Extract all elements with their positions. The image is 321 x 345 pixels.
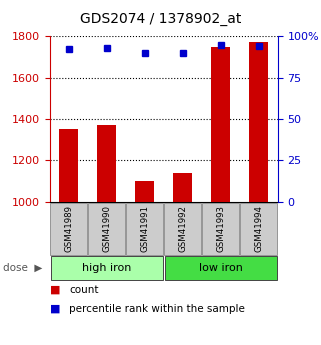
Bar [211,47,230,202]
Text: high iron: high iron [82,263,131,273]
Text: dose  ▶: dose ▶ [3,263,43,273]
Text: GDS2074 / 1378902_at: GDS2074 / 1378902_at [80,12,241,26]
Text: GSM41992: GSM41992 [178,205,187,252]
Text: GSM41990: GSM41990 [102,205,111,252]
Text: ■: ■ [50,285,60,295]
Bar [173,173,192,202]
Text: low iron: low iron [199,263,243,273]
Text: ■: ■ [50,304,60,314]
Text: GSM41989: GSM41989 [64,205,73,252]
Bar [59,129,78,202]
Text: count: count [69,285,99,295]
Text: percentile rank within the sample: percentile rank within the sample [69,304,245,314]
Text: GSM41993: GSM41993 [216,205,225,252]
Text: GSM41991: GSM41991 [140,205,149,252]
Bar [249,42,268,202]
Text: GSM41994: GSM41994 [254,205,263,252]
Bar [135,181,154,202]
Bar [97,125,116,202]
